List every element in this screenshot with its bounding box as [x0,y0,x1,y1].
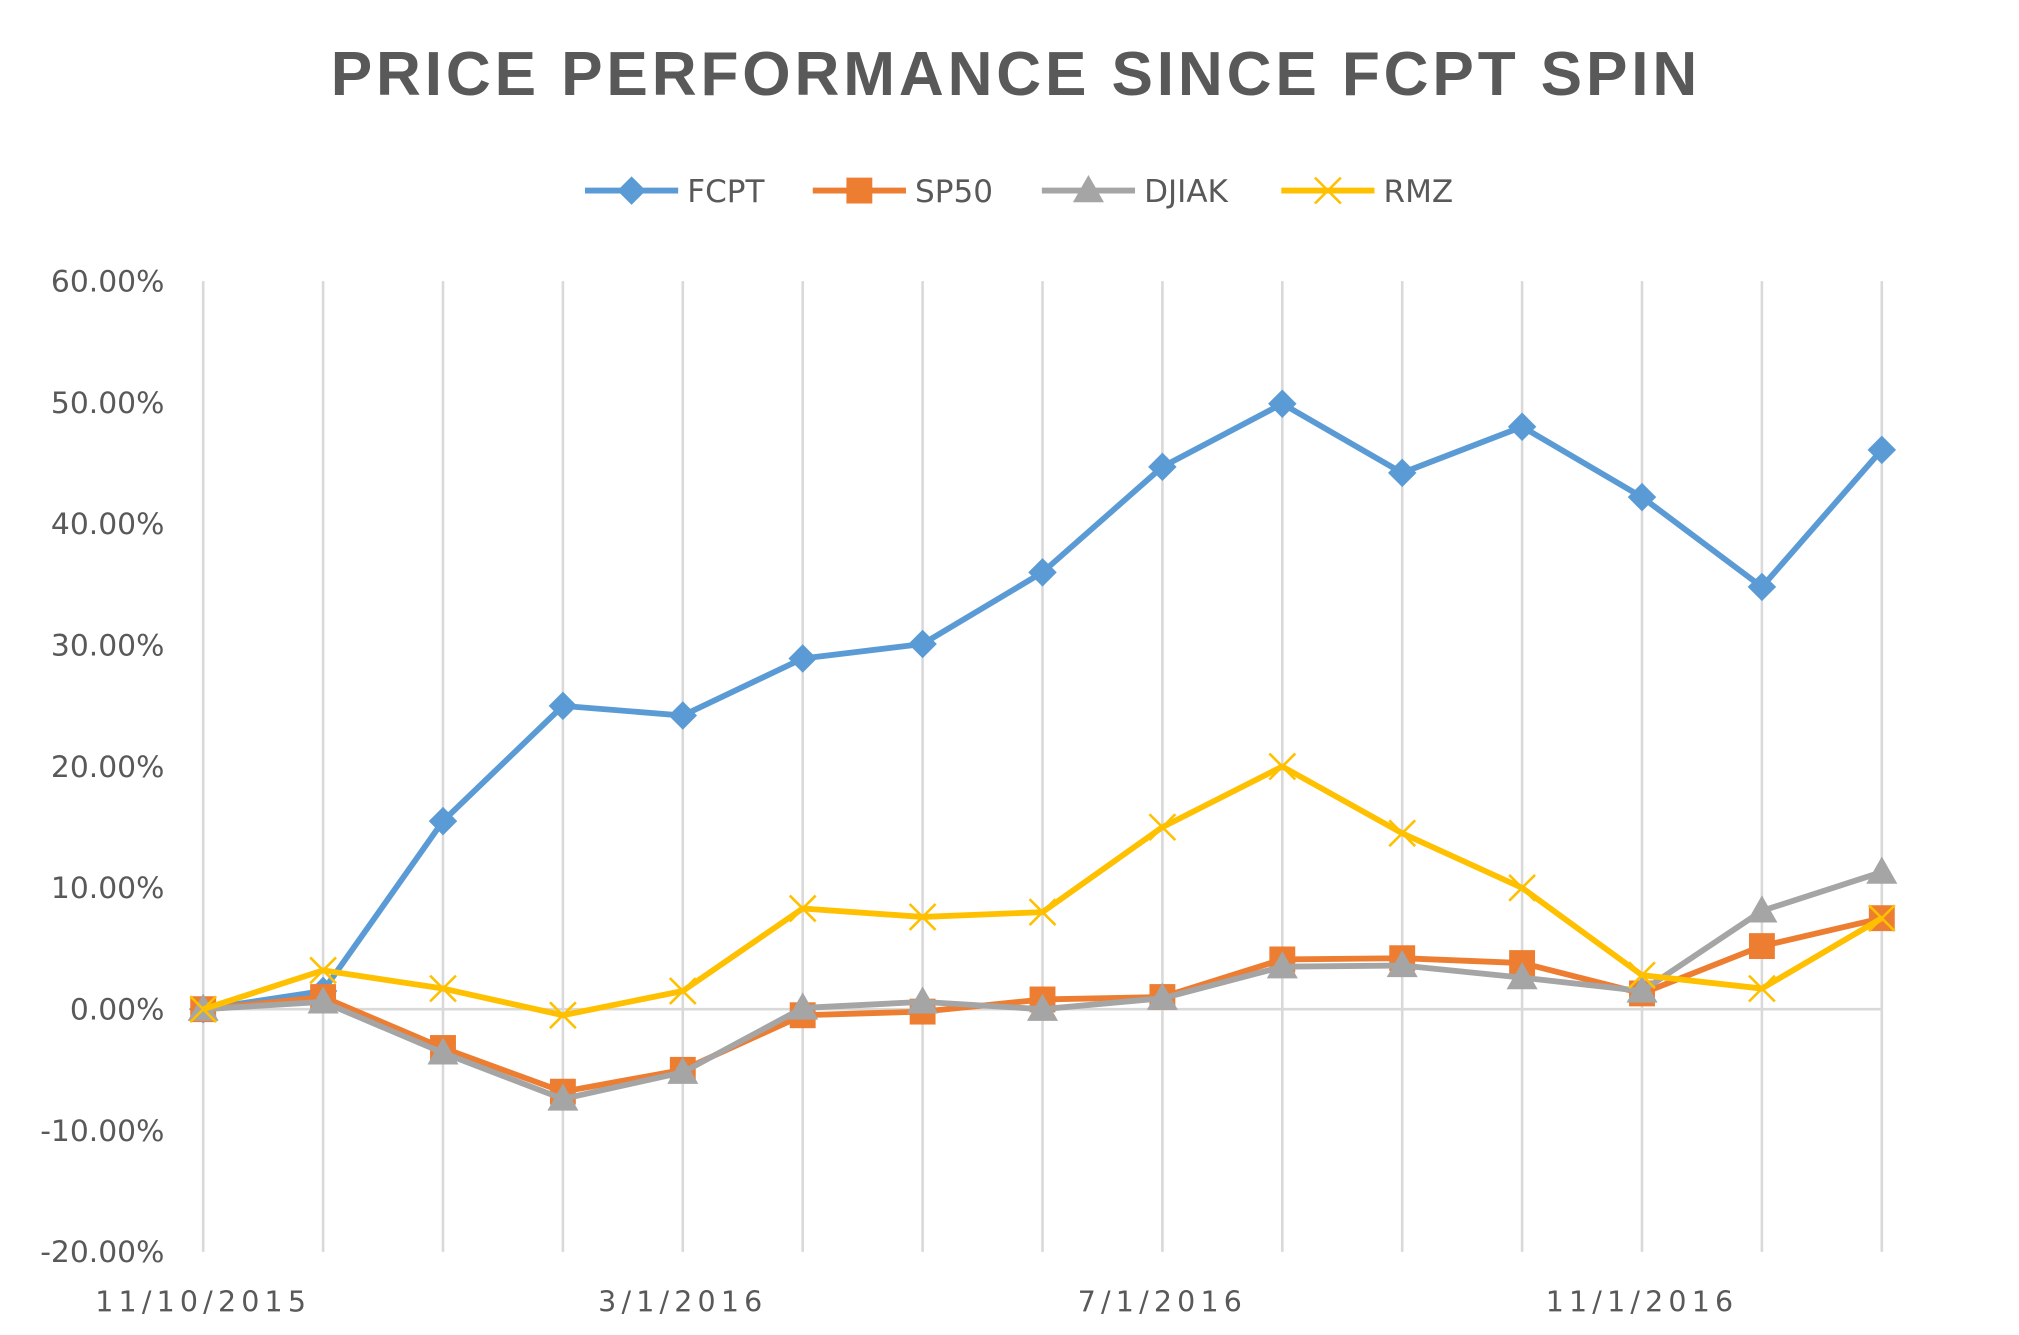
data-point [908,903,937,931]
data-point [667,1056,699,1084]
data-point [1508,873,1536,902]
y-axis: 60.00% 50.00% 40.00% 30.00% 20.00% 10.00% 0.00… [40,265,164,1271]
data-point [787,992,819,1020]
data-point [1628,961,1656,990]
data-point [788,644,817,673]
data-point [1387,458,1417,488]
legend-item-djiak: DJIAK [1041,174,1230,210]
data-point [1148,452,1177,482]
series-group [187,389,1898,1111]
data-point [908,629,937,659]
x-axis: 11/10/2015 3/1/2016 7/1/2016 11/1/2016 [95,1285,1739,1318]
data-point [1747,572,1777,602]
data-point [1626,975,1658,1003]
data-point [1866,856,1898,884]
y-tick-label: -20.00% [40,1235,164,1270]
legend-label: RMZ [1384,174,1454,210]
data-point [1268,389,1297,418]
data-point [1748,974,1776,1003]
data-point [309,956,337,985]
data-point [307,986,339,1014]
data-point [1314,176,1342,205]
legend-item-sp50: SP50 [812,174,993,210]
data-point [1072,175,1104,203]
data-point [1867,904,1896,933]
data-point [1148,813,1177,842]
data-point [1386,949,1418,978]
data-point [846,177,873,204]
legend-item-rmz: RMZ [1281,174,1453,210]
data-point [1028,898,1057,926]
chart-title: PRICE PERFORMANCE SINCE FCPT SPIN [331,40,1701,109]
data-point [1506,962,1538,990]
y-tick-label: -10.00% [40,1114,164,1149]
data-point [429,974,457,1003]
data-point [1507,412,1537,442]
y-tick-label: 60.00% [51,265,164,300]
data-point [1026,993,1059,1021]
data-point [427,1037,459,1065]
x-tick-label: 7/1/2016 [1078,1285,1247,1318]
legend-label: SP50 [915,174,993,210]
legend: FCPT SP50 DJIAK RMZ [584,174,1453,210]
legend-label: DJIAK [1144,174,1229,210]
series-rmz [189,752,1896,1030]
data-point [1867,435,1897,465]
data-point [1028,558,1057,587]
y-tick-label: 40.00% [51,507,164,542]
data-point [668,701,698,730]
data-point [907,986,939,1014]
data-point [1388,819,1417,848]
data-point [549,1001,577,1030]
y-tick-label: 30.00% [51,629,164,664]
data-point [788,894,817,923]
data-point [428,806,458,836]
legend-label: FCPT [687,174,765,210]
y-tick-label: 10.00% [51,871,164,906]
data-point [547,1083,579,1111]
data-point [668,977,697,1005]
data-point [1146,982,1178,1010]
legend-item-fcpt: FCPT [584,174,765,210]
x-tick-label: 11/10/2015 [95,1285,311,1318]
y-tick-label: 50.00% [51,386,164,421]
data-point [1266,951,1298,979]
x-tick-label: 11/1/2016 [1546,1285,1739,1318]
data-point [1268,752,1297,781]
x-tick-label: 3/1/2016 [598,1285,767,1318]
data-point [1627,482,1657,512]
y-tick-label: 0.00% [70,993,165,1028]
data-point [548,691,578,721]
data-point [189,995,218,1024]
gridlines [201,281,1884,1252]
data-point [1748,933,1775,960]
data-point [1746,895,1778,923]
y-tick-label: 20.00% [51,750,164,785]
data-point [617,176,646,205]
